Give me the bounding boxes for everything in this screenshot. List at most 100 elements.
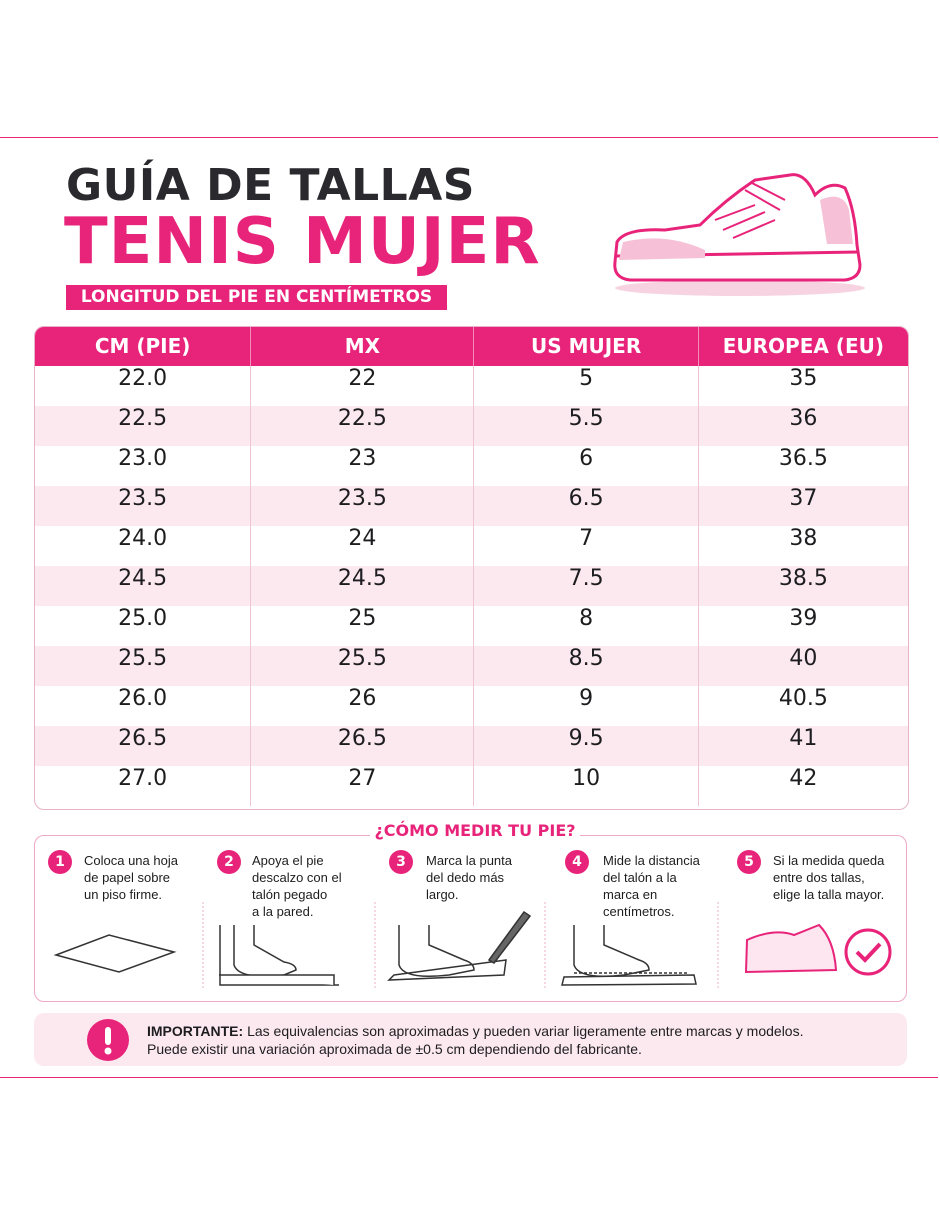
table-cell: 41 — [789, 726, 818, 751]
step-line: Mide la distancia — [603, 853, 700, 868]
table-cell: 10 — [474, 766, 699, 806]
table-cell: 5.5 — [474, 406, 699, 446]
table-cell: 27.0 — [35, 766, 252, 806]
badge: LONGITUD DEL PIE EN CENTÍMETROS — [66, 285, 447, 310]
table-row: 26.0 26 9 40.5 — [35, 686, 908, 726]
step-line: del talón a la — [603, 870, 677, 885]
step-line: Coloca una hoja — [84, 853, 178, 868]
step-text: Apoya el pie descalzo con el talón pegado a… — [252, 852, 342, 920]
table-cell: 6 — [474, 446, 699, 486]
shoe-illustration — [613, 173, 865, 296]
table-cell: 23 — [251, 446, 475, 486]
table-cell: 23.0 — [35, 446, 252, 486]
note-line: Puede existir una variación aproximada d… — [147, 1041, 642, 1057]
note-label: IMPORTANTE: — [147, 1023, 244, 1039]
note-box — [34, 1013, 907, 1066]
note-line-text: Las equivalencias son aproximadas y pued… — [247, 1023, 804, 1039]
table-cell: 26 — [251, 686, 475, 726]
step-text: Si la medida queda entre dos tallas, elige… — [773, 852, 884, 903]
table-cell: 22.0 — [35, 366, 252, 406]
step-line: de papel sobre — [84, 870, 171, 885]
table-cell: 22.5 — [35, 406, 252, 446]
step-text: Marca la punta del dedo más largo. — [426, 852, 512, 903]
step-line: Si la medida queda — [773, 853, 885, 868]
step-line: Marca la punta — [426, 853, 512, 868]
measure-title: ¿CÓMO MEDIR TU PIE? — [370, 821, 580, 840]
step-line: descalzo con el — [252, 870, 342, 885]
header-row: CM (PIE) MX US MUJER EUROPEA (EU) — [35, 327, 908, 366]
table-row: 24.0 24 7 38 — [35, 526, 908, 566]
step-line: marca en — [603, 887, 658, 902]
table-cell: 7 — [474, 526, 699, 566]
table-cell: 42 — [789, 766, 818, 791]
step-text: Coloca una hoja de papel sobre un piso fir… — [84, 852, 178, 903]
table-cell: 26.5 — [251, 726, 475, 766]
table-cell: 25.5 — [251, 646, 475, 686]
table-cell: 5 — [474, 366, 699, 406]
table-cell: 26.5 — [35, 726, 252, 766]
note-line: IMPORTANTE: Las equivalencias son aproxi… — [147, 1022, 803, 1040]
table-row: 27.0 27 10 42 — [35, 766, 908, 806]
table-cell: 25.0 — [35, 606, 252, 646]
step-line: elige la talla mayor. — [773, 887, 885, 902]
table-cell: 25.5 — [35, 646, 252, 686]
frame — [0, 137, 938, 1078]
step-line: un piso firme. — [84, 887, 163, 902]
header-cell: MX — [251, 327, 475, 366]
step-number: 5 — [737, 850, 761, 874]
table-row: 22.0 22 5 35 — [35, 366, 908, 406]
warning-icon — [87, 1019, 129, 1061]
step-line: a la pared. — [252, 904, 314, 919]
table-row: 22.5 22.5 5.5 36 — [35, 406, 908, 446]
table-cell: 8.5 — [474, 646, 699, 686]
table-cell: 38 — [789, 526, 818, 551]
table-row: 24.5 24.5 7.5 38.5 — [35, 566, 908, 606]
step-line: del dedo más — [426, 870, 505, 885]
table-row: 25.5 25.5 8.5 40 — [35, 646, 908, 686]
table-cell: 7.5 — [474, 566, 699, 606]
table-cell: 40 — [789, 646, 818, 671]
table-cell: 24.0 — [35, 526, 252, 566]
step-line: centímetros. — [603, 904, 675, 919]
size-table: CM (PIE) MX US MUJER EUROPEA (EU) 22.0 22 5 35 2… — [34, 326, 909, 810]
table-cell: 22.5 — [251, 406, 475, 446]
step-number: 3 — [389, 850, 413, 874]
table-cell: 9.5 — [474, 726, 699, 766]
table-cell: 22 — [251, 366, 475, 406]
title: GUÍA DE TALLAS — [66, 160, 475, 211]
table-row: 26.5 26.5 9.5 41 — [35, 726, 908, 766]
table-row: 23.0 23 6 36.5 — [35, 446, 908, 486]
table-cell: 23.5 — [35, 486, 252, 526]
table-row: 25.0 25 8 39 — [35, 606, 908, 646]
step-line: Apoya el pie — [252, 853, 324, 868]
table-cell: 9 — [474, 686, 699, 726]
table-cell: 39 — [789, 606, 818, 631]
table-cell: 38.5 — [778, 566, 828, 591]
table-cell: 23.5 — [251, 486, 475, 526]
subtitle: TENIS MUJER — [64, 205, 541, 279]
table-cell: 24 — [251, 526, 475, 566]
table-cell: 36.5 — [778, 446, 828, 471]
table-cell: 24.5 — [251, 566, 475, 606]
step-line: largo. — [426, 887, 459, 902]
step-number: 2 — [217, 850, 241, 874]
table-cell: 26.0 — [35, 686, 252, 726]
header-cell: CM (PIE) — [35, 327, 252, 366]
note-text: IMPORTANTE: Las equivalencias son aproxi… — [147, 1022, 803, 1058]
table-cell: 35 — [789, 366, 818, 391]
table-cell: 40.5 — [778, 686, 828, 711]
step-text: Mide la distancia del talón a la marca en c… — [603, 852, 700, 920]
table-cell: 24.5 — [35, 566, 252, 606]
step-number: 1 — [48, 850, 72, 874]
step-line: entre dos tallas, — [773, 870, 865, 885]
table-cell: 6.5 — [474, 486, 699, 526]
table-cell: 8 — [474, 606, 699, 646]
table-cell: 25 — [251, 606, 475, 646]
table-row: 23.5 23.5 6.5 37 — [35, 486, 908, 526]
table-cell: 27 — [251, 766, 475, 806]
header-cell: US MUJER — [474, 327, 699, 366]
step-number: 4 — [565, 850, 589, 874]
step-line: talón pegado — [252, 887, 328, 902]
header-cell: EUROPEA (EU) — [722, 334, 884, 358]
